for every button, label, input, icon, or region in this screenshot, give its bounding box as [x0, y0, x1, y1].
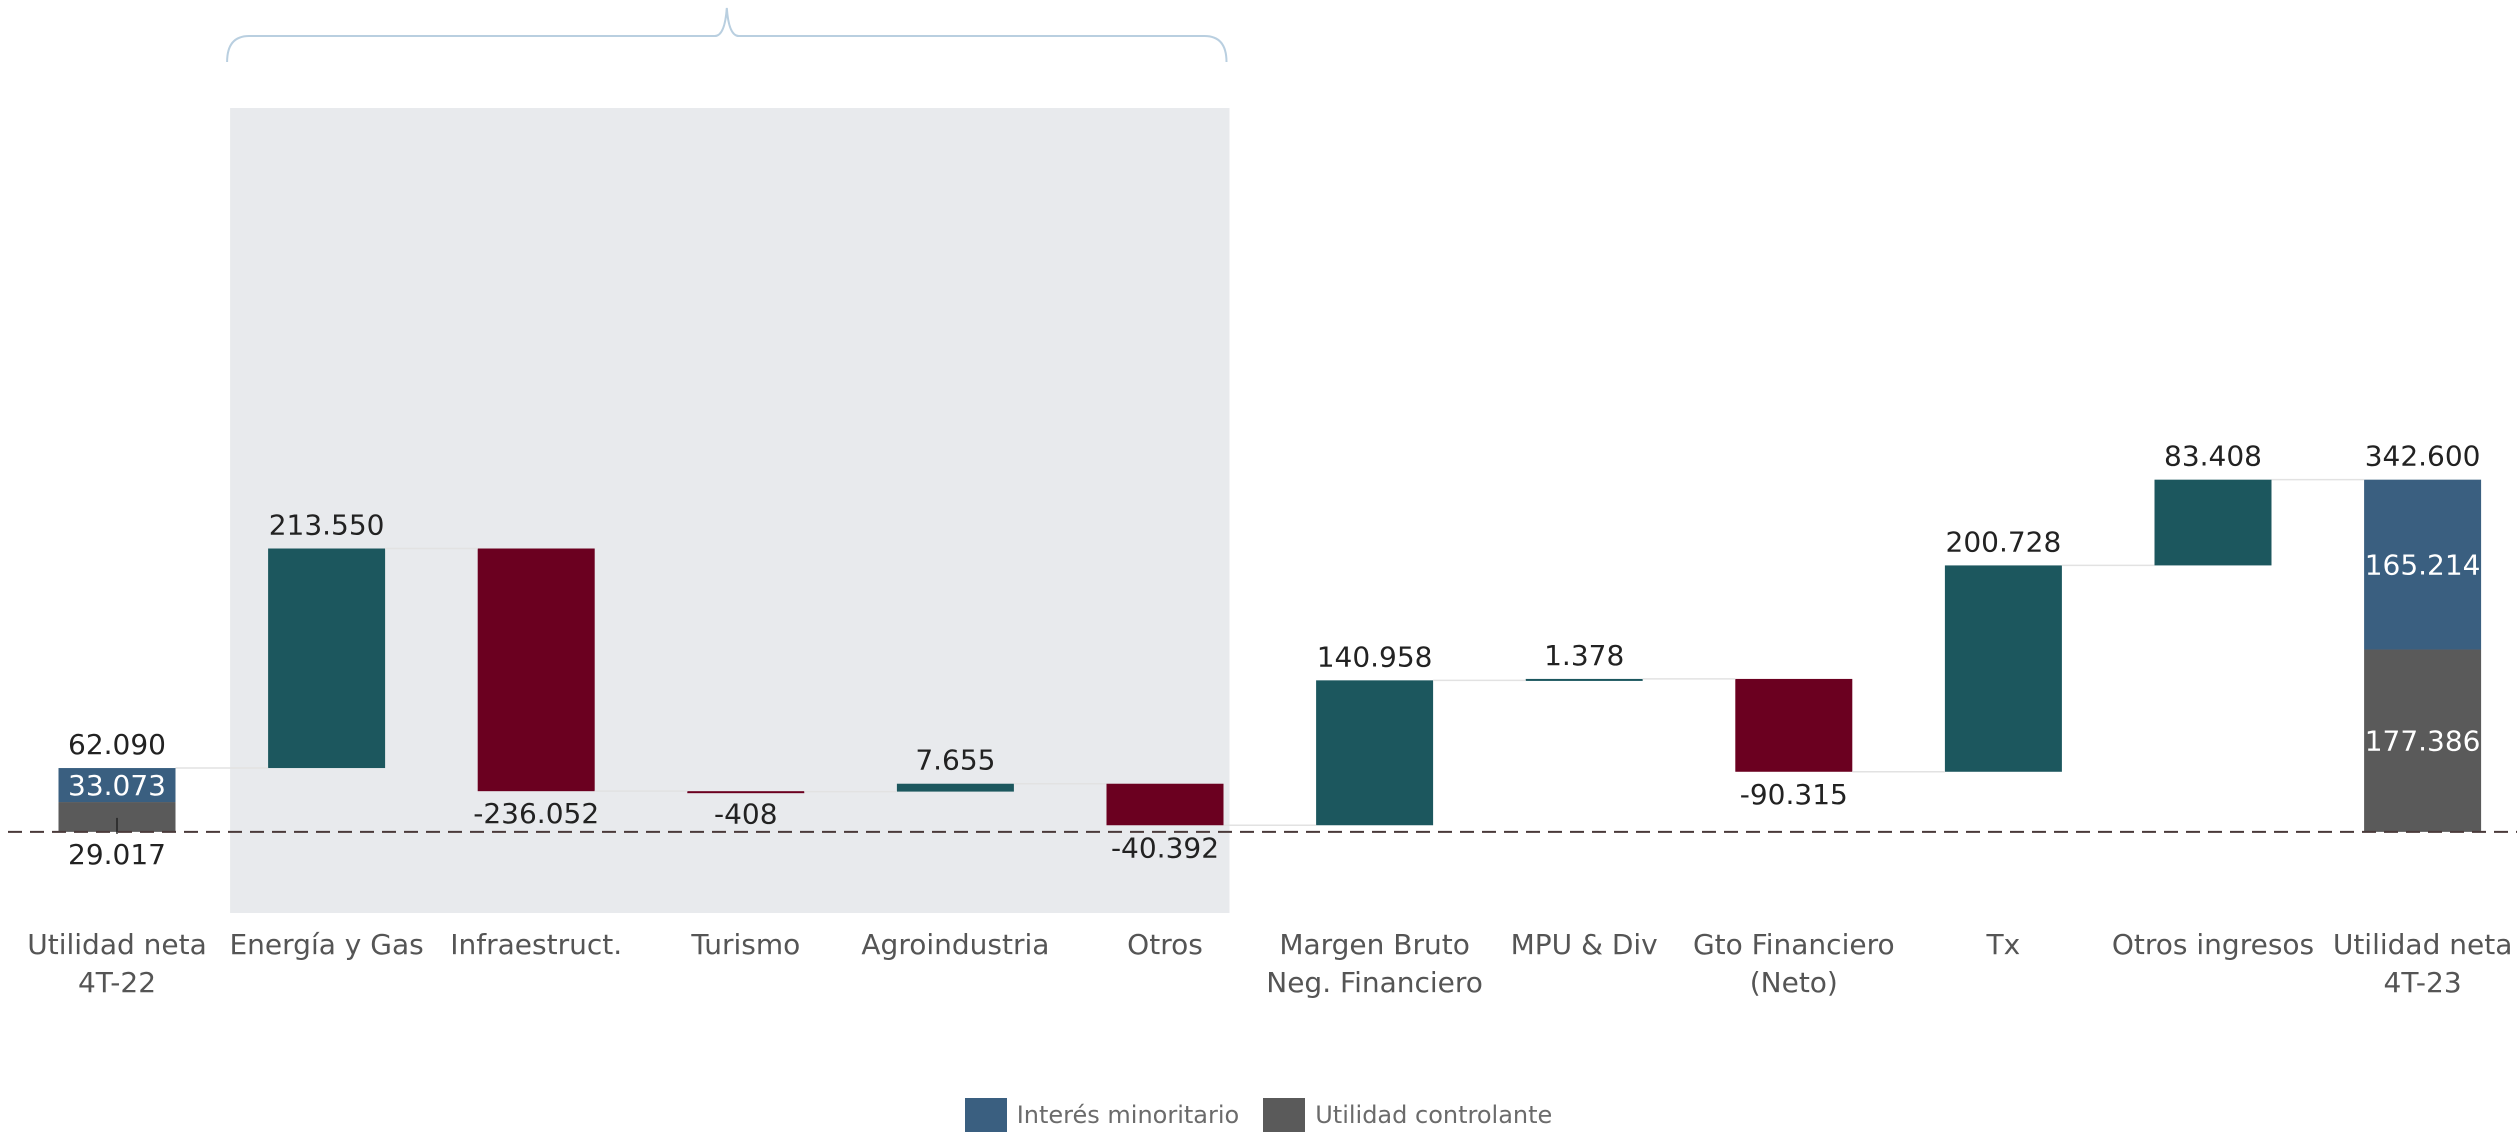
highlight-group-background: [230, 108, 1230, 913]
bar-6: [1316, 680, 1434, 826]
part-label-11-1: 165.214: [2365, 549, 2481, 582]
bar-8: [1735, 678, 1853, 772]
stack-segment-11-0: [2364, 649, 2482, 832]
stack-segment-11-1: [2364, 479, 2482, 650]
part-label-11-0: 177.386: [2365, 725, 2481, 758]
bar-9: [1944, 565, 2062, 772]
category-label-0: Utilidad neta 4T-22: [27, 928, 207, 999]
value-label-8: -90.315: [1740, 778, 1848, 811]
category-label-9: Tx: [1986, 928, 2021, 961]
bar-4: [896, 783, 1014, 792]
category-label-10: Otros ingresos: [2112, 928, 2314, 961]
legend-swatch-interes-minoritario: [964, 1098, 1007, 1132]
bar-3: [687, 791, 805, 794]
part-label-0-1: 33.073: [68, 769, 166, 802]
bar-1: [268, 548, 386, 769]
legend-item-interes-minoritario: Interés minoritario: [964, 1098, 1240, 1132]
category-label-1: Energía y Gas: [229, 928, 423, 961]
bar-7: [1525, 678, 1643, 681]
category-label-3: Turismo: [690, 928, 800, 961]
bar-5: [1106, 783, 1224, 826]
bar-2: [477, 548, 595, 792]
category-label-6: Margen Bruto Neg. Financiero: [1266, 928, 1483, 999]
category-label-8: Gto Financiero (Neto): [1693, 928, 1895, 999]
value-label-9: 200.728: [1946, 525, 2062, 558]
legend-item-utilidad-controlante: Utilidad controlante: [1263, 1098, 1552, 1132]
category-label-7: MPU & Div: [1511, 928, 1658, 961]
value-label-2: -236.052: [473, 797, 599, 830]
value-label-6: 140.958: [1317, 640, 1433, 673]
legend-label-interes-minoritario: Interés minoritario: [1016, 1101, 1240, 1129]
value-label-5: -40.392: [1111, 831, 1219, 864]
value-label-3: -408: [714, 798, 778, 831]
part-label-0-0: 29.017: [68, 838, 166, 871]
legend: Interés minoritario Utilidad controlante: [0, 1098, 2517, 1132]
category-label-5: Otros: [1127, 928, 1203, 961]
value-label-1: 213.550: [269, 509, 385, 542]
bar-10: [2154, 479, 2272, 566]
category-label-11: Utilidad neta 4T-23: [2333, 928, 2513, 999]
category-label-4: Agroindustria: [861, 928, 1049, 961]
category-label-2: Infraestruct.: [450, 928, 622, 961]
total-label-0: 62.090: [68, 728, 166, 761]
highlight-group-bracket: [226, 7, 1228, 63]
value-label-4: 7.655: [915, 744, 995, 777]
legend-label-utilidad-controlante: Utilidad controlante: [1315, 1101, 1553, 1129]
legend-swatch-utilidad-controlante: [1263, 1098, 1306, 1132]
total-label-11: 342.600: [2365, 440, 2481, 473]
value-label-7: 1.378: [1544, 639, 1624, 672]
value-label-10: 83.408: [2164, 440, 2262, 473]
stack-segment-0-1: [58, 768, 176, 803]
